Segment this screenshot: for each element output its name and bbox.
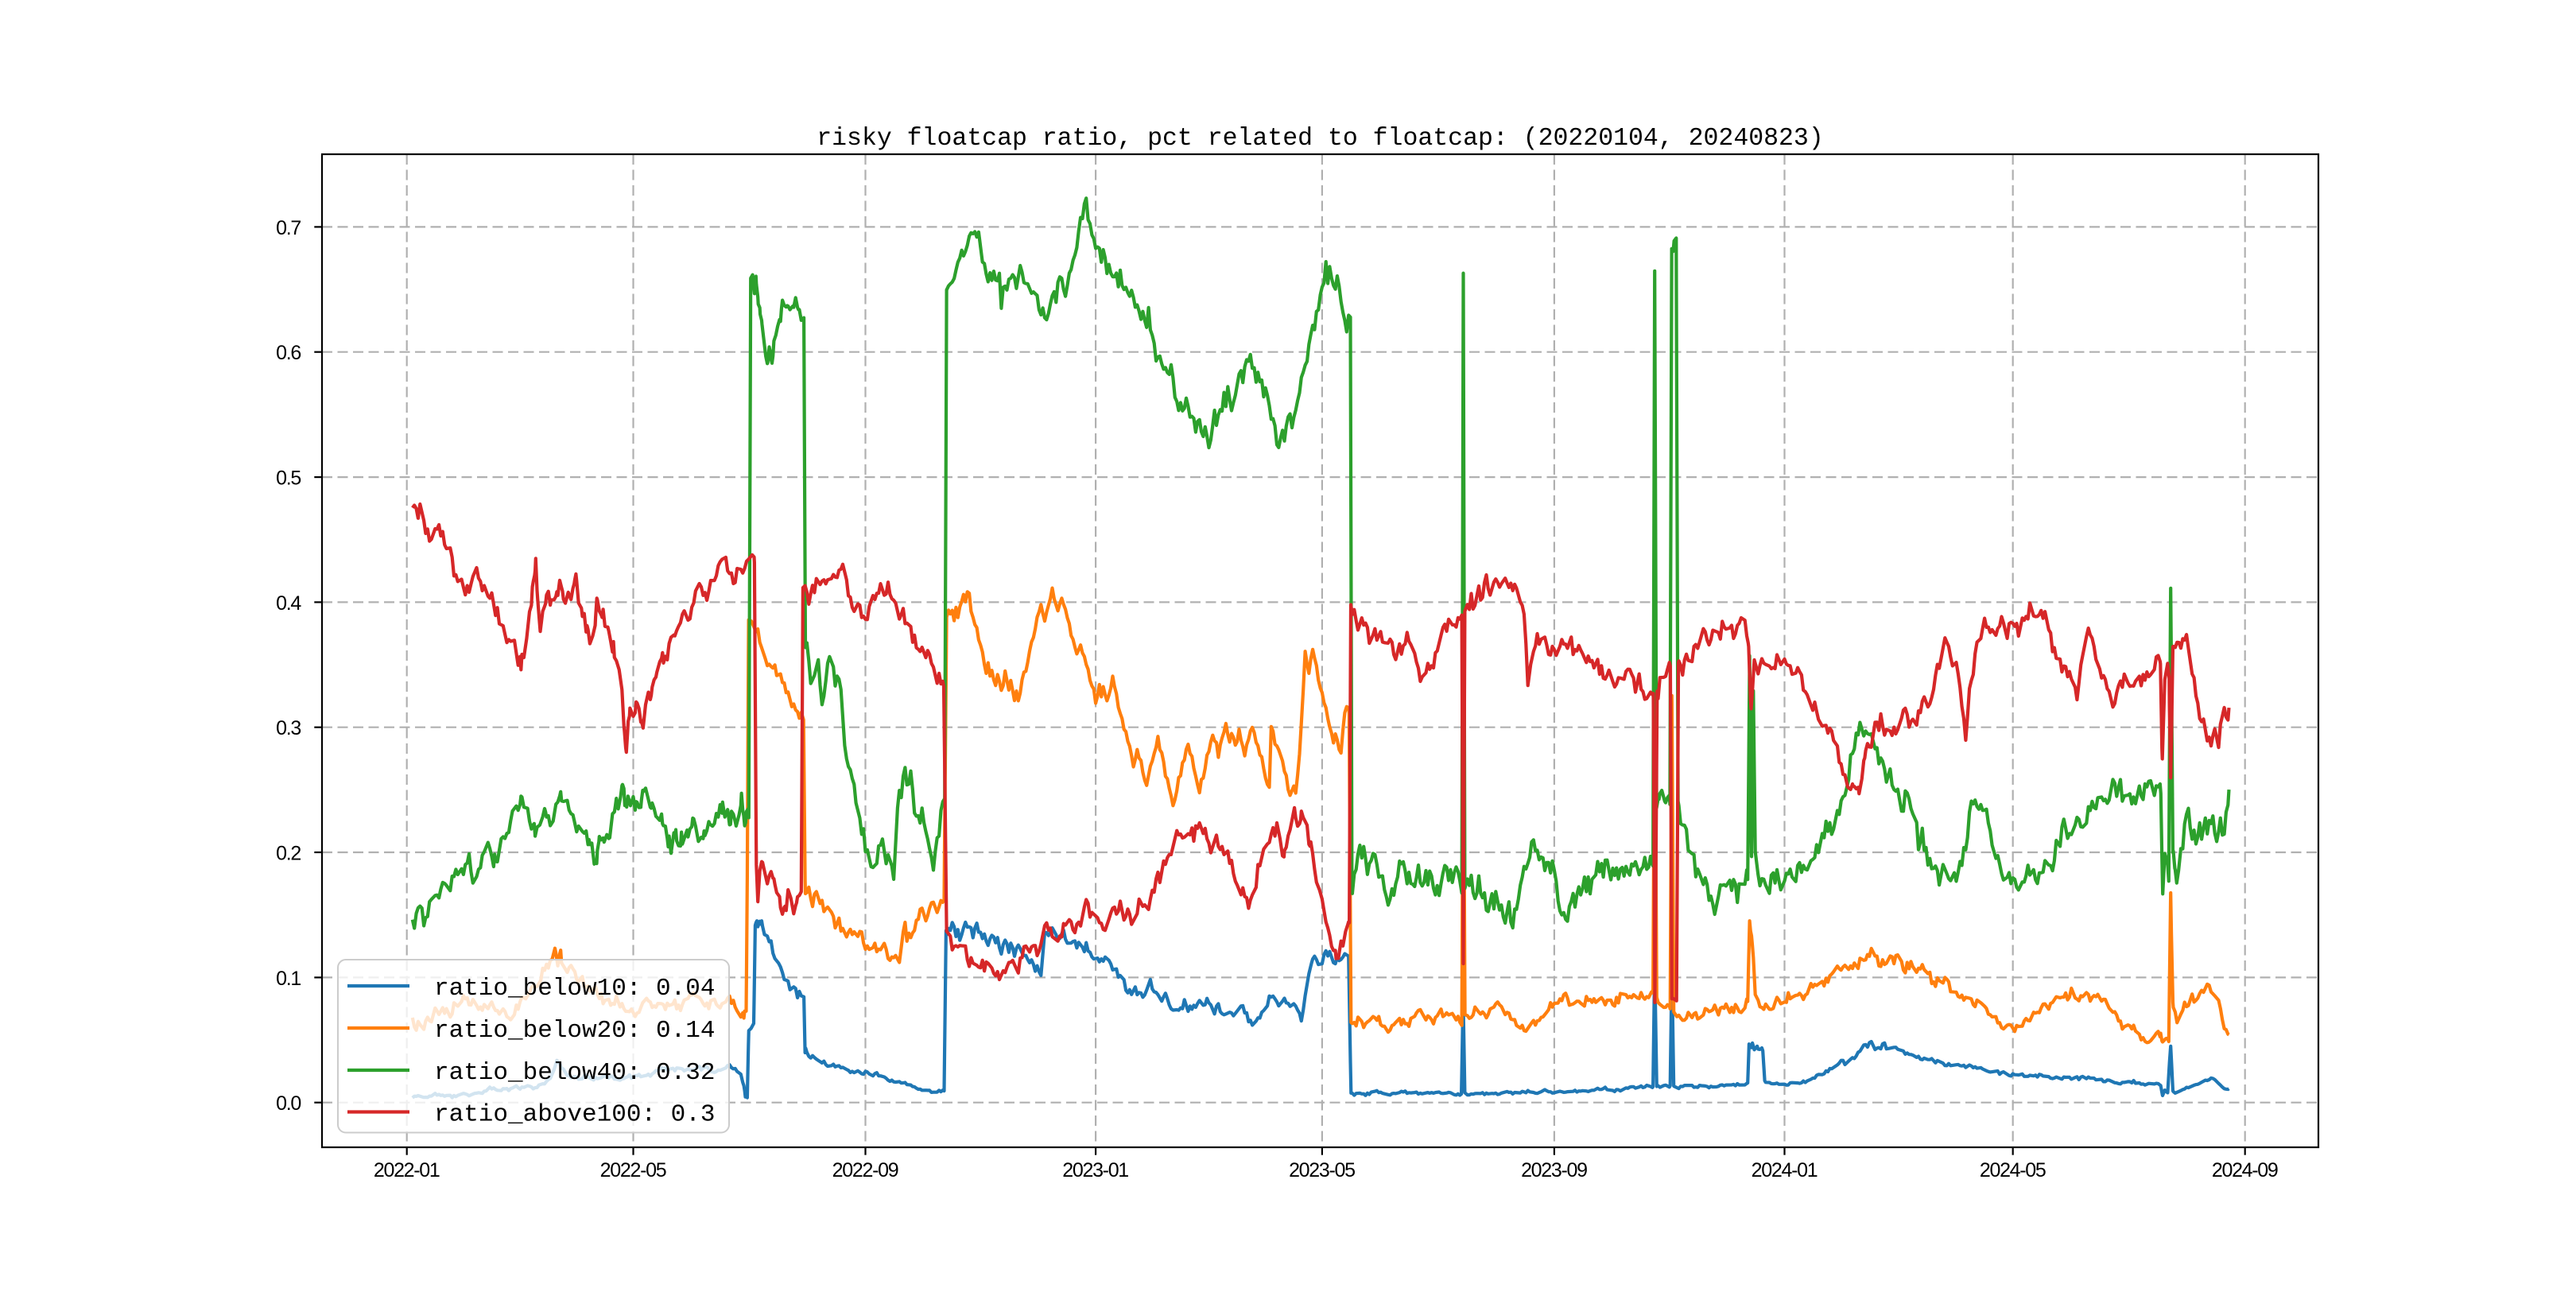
svg-text:2023-05: 2023-05 [1289,1159,1355,1181]
svg-text:0.6: 0.6 [276,342,301,364]
svg-text:2023-09: 2023-09 [1521,1159,1587,1181]
svg-text:2024-01: 2024-01 [1752,1159,1818,1181]
svg-text:0.7: 0.7 [276,217,301,239]
svg-text:0.2: 0.2 [276,843,301,865]
svg-text:0.5: 0.5 [276,468,301,490]
svg-text:ratio_below10: 0.04: ratio_below10: 0.04 [434,975,715,1003]
svg-text:0.1: 0.1 [276,968,301,990]
svg-text:2024-05: 2024-05 [1980,1159,2046,1181]
svg-text:ratio_above100: 0.3: ratio_above100: 0.3 [434,1101,715,1129]
svg-text:0.3: 0.3 [276,717,301,739]
svg-text:2024-09: 2024-09 [2212,1159,2278,1181]
svg-text:2022-05: 2022-05 [600,1159,666,1181]
svg-text:0.0: 0.0 [276,1092,301,1115]
svg-text:2023-01: 2023-01 [1062,1159,1128,1181]
svg-text:risky floatcap ratio, pct rela: risky floatcap ratio, pct related to flo… [817,125,1824,153]
svg-text:ratio_below40: 0.32: ratio_below40: 0.32 [434,1059,715,1087]
svg-text:2022-09: 2022-09 [832,1159,898,1181]
svg-text:2022-01: 2022-01 [374,1159,440,1181]
svg-text:0.4: 0.4 [276,592,301,615]
svg-text:ratio_below20: 0.14: ratio_below20: 0.14 [434,1017,715,1045]
